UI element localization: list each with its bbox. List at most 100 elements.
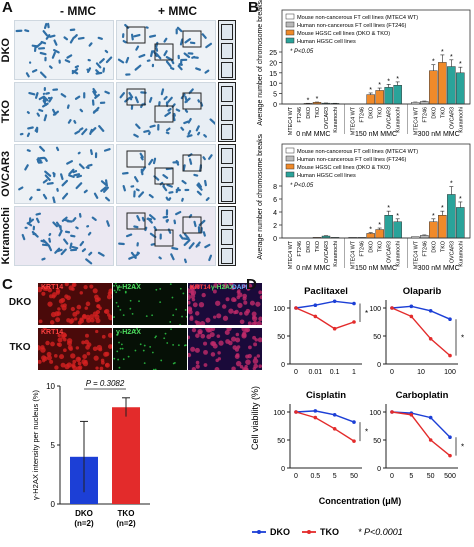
- signal-dot: [85, 301, 91, 307]
- chromosome: [29, 196, 33, 201]
- signal-dot: [251, 321, 257, 325]
- signal-dot: [237, 302, 243, 309]
- signal-dot: [82, 360, 89, 367]
- bar: [456, 207, 465, 239]
- chromosome: [42, 179, 48, 184]
- chromosome: [179, 38, 184, 46]
- signal-dot: [258, 364, 262, 369]
- signal-dot: [191, 366, 197, 370]
- chromosome: [55, 146, 60, 152]
- chromosome: [183, 239, 191, 247]
- y-tick-label: 5: [273, 92, 277, 99]
- signal-dot: [116, 333, 118, 336]
- signal-dot: [160, 359, 163, 362]
- chromosome: [175, 187, 180, 194]
- signal-dot: [235, 337, 241, 343]
- chromosome: [42, 95, 49, 102]
- significance-star: *: [459, 61, 462, 68]
- signal-dot: [155, 335, 157, 338]
- metaphase-image-grid: DKO TKO OVCAR3 Kuramochi: [0, 20, 236, 270]
- zoom-inset: [221, 24, 233, 40]
- zoom-inset: [221, 229, 233, 245]
- chromosome: [133, 133, 139, 138]
- zoom-inset: [221, 86, 233, 102]
- signal-dot: [63, 348, 67, 353]
- chromosome: [55, 221, 62, 229]
- chromosome: [26, 222, 33, 227]
- category-label: FT246: [297, 241, 303, 257]
- signal-dot: [226, 328, 232, 332]
- chromosome: [165, 127, 171, 132]
- signal-dot: [232, 345, 238, 350]
- signal-dot: [221, 304, 227, 309]
- chromosome: [95, 71, 103, 75]
- legend-label-dko: DKO: [270, 527, 290, 537]
- signal-dot: [83, 285, 88, 290]
- significance-star: *: [307, 97, 310, 104]
- chromosome: [187, 117, 192, 124]
- chromosome: [172, 114, 176, 122]
- chromosome: [149, 124, 156, 128]
- signal-dot: [152, 368, 155, 370]
- x-tick-label: 5: [333, 473, 337, 480]
- zoom-inset: [221, 186, 233, 202]
- row-label-ovcar3: OVCAR3: [0, 144, 12, 204]
- category-label: MTEC4 WT: [413, 106, 419, 135]
- chromosome: [93, 192, 99, 199]
- y-tick-label: 2: [273, 223, 277, 230]
- chromosome: [46, 182, 54, 185]
- x-tick-label: 5: [409, 473, 413, 480]
- signal-dot: [143, 362, 146, 365]
- signal-dot: [139, 343, 142, 346]
- signal-dot: [200, 333, 206, 339]
- signal-dot: [107, 332, 112, 338]
- group-label: 150 nM MMC: [355, 131, 397, 138]
- row-label-text: Kuramochi: [0, 207, 12, 265]
- signal-dot: [118, 286, 121, 289]
- chromosome: [196, 190, 202, 196]
- chromosome: [150, 50, 154, 58]
- signal-dot: [191, 297, 196, 302]
- panel-label-a: A: [2, 0, 13, 16]
- data-point: [294, 306, 298, 310]
- chromosome: [51, 108, 57, 116]
- y-tick-label: 6: [273, 197, 277, 204]
- chromosome: [176, 26, 183, 33]
- data-point: [332, 326, 337, 331]
- group-label: 300 nM MMC: [418, 131, 460, 138]
- signal-dot: [124, 291, 127, 294]
- signal-dot: [60, 362, 66, 368]
- chromosome: [81, 128, 88, 136]
- data-point: [428, 309, 433, 313]
- chromosome: [79, 240, 85, 247]
- significance-star: *: [387, 205, 390, 212]
- chromosome: [166, 183, 173, 188]
- chromosome: [38, 108, 44, 112]
- signal-dot: [191, 328, 197, 333]
- signal-dot: [169, 283, 172, 285]
- signal-dot: [256, 321, 262, 325]
- signal-dot: [217, 351, 221, 355]
- legend-swatch: [285, 29, 295, 36]
- signal-dot: [47, 301, 53, 307]
- chromosome: [195, 67, 201, 71]
- signal-dot: [210, 341, 216, 347]
- significance-star: *: [396, 76, 399, 83]
- chromosome: [179, 234, 184, 240]
- series-line: [391, 411, 451, 457]
- x-tick-label: 0: [294, 369, 298, 376]
- if-label-merge-dapi: DAPI: [232, 284, 248, 291]
- signal-dot: [101, 334, 106, 339]
- data-point: [409, 413, 414, 417]
- signal-dot: [53, 354, 58, 358]
- signal-dot: [138, 300, 140, 303]
- data-point: [448, 453, 452, 458]
- category-label: TKO: [440, 241, 446, 252]
- x-axis-label: Concentration (μM): [319, 496, 402, 506]
- category-label: FT246: [422, 241, 428, 257]
- signal-dot: [194, 311, 200, 316]
- signal-dot: [236, 295, 241, 300]
- significance-star: *: [396, 213, 399, 220]
- data-point: [352, 301, 356, 306]
- signal-dot: [228, 308, 234, 314]
